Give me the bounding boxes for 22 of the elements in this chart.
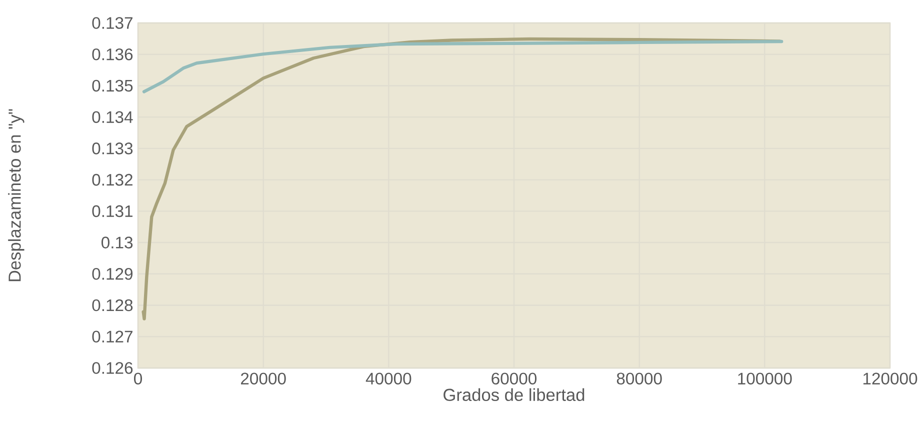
x-tick-label: 0 [134,372,142,384]
y-axis-title: Desplazamineto en "y" [8,109,24,282]
x-axis-title: Grados de libertad [444,388,584,402]
x-tick-label: 100000 [738,372,792,384]
y-tick-label: 0.13 [102,236,133,248]
y-tick-label: 0.132 [92,174,132,186]
y-tick-label: 0.135 [92,80,133,92]
y-tick-label: 0.133 [92,142,133,154]
x-tick-label: 120000 [863,372,918,384]
x-tick-label: 40000 [366,372,412,384]
y-tick-label: 0.131 [92,205,132,218]
y-tick-label: 0.126 [92,362,133,374]
y-tick-label: 0.137 [92,17,132,29]
y-tick-label: 0.129 [92,268,133,280]
x-tick-label: 80000 [616,372,662,384]
x-tick-label: 60000 [492,372,537,384]
x-tick-label: 20000 [241,372,286,384]
y-tick-label: 0.127 [92,330,132,343]
y-tick-label: 0.136 [92,48,133,60]
y-tick-label: 0.128 [92,299,133,312]
line-series [142,40,784,94]
y-tick-label: 0.134 [92,111,133,123]
